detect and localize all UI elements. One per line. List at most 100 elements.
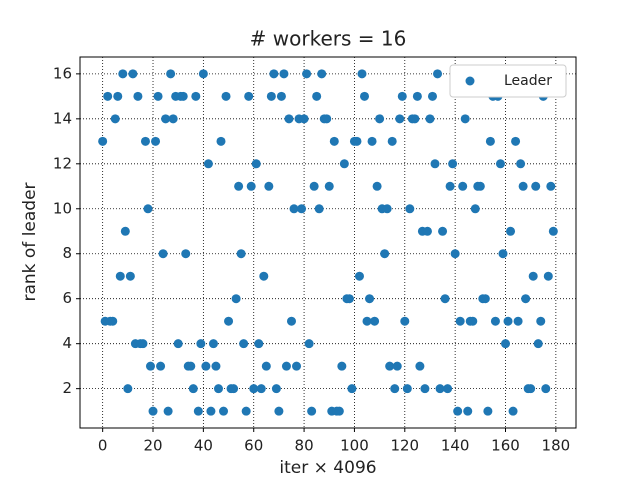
point (440, 294, 450, 304)
point (108, 316, 118, 326)
point (98, 136, 108, 146)
y-tick-label: 12 (53, 154, 72, 172)
point (246, 181, 256, 191)
point (229, 384, 239, 394)
point (181, 249, 191, 259)
point (528, 271, 538, 281)
point (103, 91, 113, 101)
y-tick-label: 2 (62, 379, 72, 397)
x-tick-label: 100 (340, 437, 369, 455)
point (450, 249, 460, 259)
point (501, 339, 511, 349)
point (271, 384, 281, 394)
point (485, 136, 495, 146)
point (511, 136, 521, 146)
point (483, 406, 493, 416)
point (513, 316, 523, 326)
point (161, 114, 171, 124)
point (178, 91, 188, 101)
point (304, 339, 314, 349)
point (317, 69, 327, 79)
x-tick-label: 120 (390, 437, 419, 455)
point (541, 384, 551, 394)
point (221, 91, 231, 101)
point (531, 181, 541, 191)
point (543, 271, 553, 281)
point (445, 181, 455, 191)
point (110, 114, 120, 124)
point (385, 361, 395, 371)
point (390, 384, 400, 394)
point (443, 384, 453, 394)
point (352, 136, 362, 146)
point (198, 69, 208, 79)
point (138, 339, 148, 349)
point (312, 91, 322, 101)
point (324, 181, 334, 191)
point (490, 316, 500, 326)
y-tick-label: 8 (62, 244, 72, 262)
point (367, 136, 377, 146)
point (206, 406, 216, 416)
point (334, 406, 344, 416)
point (314, 204, 324, 214)
point (276, 91, 286, 101)
point (234, 181, 244, 191)
point (261, 361, 271, 371)
point (375, 114, 385, 124)
point (329, 136, 339, 146)
legend-box (449, 64, 567, 98)
point (402, 384, 412, 394)
point (186, 361, 196, 371)
point (370, 316, 380, 326)
point (297, 204, 307, 214)
point (120, 226, 130, 236)
x-tick-label: 160 (491, 437, 520, 455)
point (125, 271, 135, 281)
point (448, 159, 458, 169)
point (264, 181, 274, 191)
point (166, 69, 176, 79)
point (548, 226, 558, 236)
x-tick-label: 180 (542, 437, 571, 455)
point (231, 294, 241, 304)
point (470, 204, 480, 214)
point (213, 384, 223, 394)
point (256, 384, 266, 394)
point (281, 361, 291, 371)
point (546, 181, 556, 191)
point (148, 406, 158, 416)
x-tick-label: 20 (143, 437, 162, 455)
point (322, 114, 332, 124)
point (392, 361, 402, 371)
point (420, 384, 430, 394)
point (518, 181, 528, 191)
point (372, 181, 382, 191)
point (360, 91, 370, 101)
point (354, 271, 364, 281)
point (241, 406, 251, 416)
point (415, 361, 425, 371)
point (140, 136, 150, 146)
point (279, 69, 289, 79)
point (153, 91, 163, 101)
point (254, 339, 264, 349)
point (405, 204, 415, 214)
point (422, 226, 432, 236)
point (133, 91, 143, 101)
point (410, 114, 420, 124)
point (463, 406, 473, 416)
point (123, 384, 133, 394)
point (239, 339, 249, 349)
point (156, 361, 166, 371)
chart-title: # workers = 16 (250, 27, 407, 51)
point (309, 181, 319, 191)
x-tick-label: 40 (194, 437, 213, 455)
point (244, 91, 254, 101)
point (347, 384, 357, 394)
point (412, 91, 422, 101)
x-tick-label: 140 (441, 437, 470, 455)
point (292, 361, 302, 371)
point (168, 114, 178, 124)
x-axis-label: iter × 4096 (279, 458, 376, 478)
